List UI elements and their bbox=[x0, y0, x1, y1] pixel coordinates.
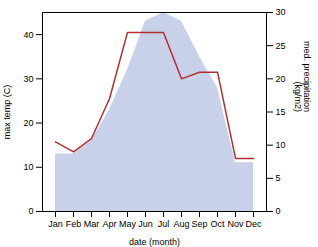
svg-text:Aug: Aug bbox=[173, 219, 189, 229]
svg-text:max temp (C): max temp (C) bbox=[2, 85, 12, 140]
svg-text:Feb: Feb bbox=[66, 219, 82, 229]
svg-text:30: 30 bbox=[276, 7, 286, 17]
svg-text:10: 10 bbox=[23, 162, 33, 172]
svg-text:med. precipitation(kg/m2): med. precipitation(kg/m2) bbox=[293, 41, 312, 112]
svg-text:Apr: Apr bbox=[102, 219, 116, 229]
svg-text:Nov: Nov bbox=[227, 219, 244, 229]
svg-text:Jun: Jun bbox=[138, 219, 153, 229]
svg-text:0: 0 bbox=[28, 206, 33, 216]
svg-text:5: 5 bbox=[276, 173, 281, 183]
svg-text:20: 20 bbox=[23, 118, 33, 128]
svg-text:30: 30 bbox=[23, 74, 33, 84]
svg-text:25: 25 bbox=[276, 41, 286, 51]
svg-text:Mar: Mar bbox=[84, 219, 100, 229]
svg-text:Dec: Dec bbox=[245, 219, 262, 229]
svg-text:Jul: Jul bbox=[158, 219, 170, 229]
svg-text:Oct: Oct bbox=[210, 219, 225, 229]
svg-text:10: 10 bbox=[276, 140, 286, 150]
svg-text:20: 20 bbox=[276, 74, 286, 84]
svg-text:15: 15 bbox=[276, 107, 286, 117]
svg-text:May: May bbox=[119, 219, 137, 229]
svg-text:0: 0 bbox=[276, 206, 281, 216]
svg-text:Jan: Jan bbox=[48, 219, 63, 229]
svg-text:40: 40 bbox=[23, 29, 33, 39]
svg-text:Sep: Sep bbox=[191, 219, 207, 229]
svg-text:date (month): date (month) bbox=[129, 237, 180, 247]
